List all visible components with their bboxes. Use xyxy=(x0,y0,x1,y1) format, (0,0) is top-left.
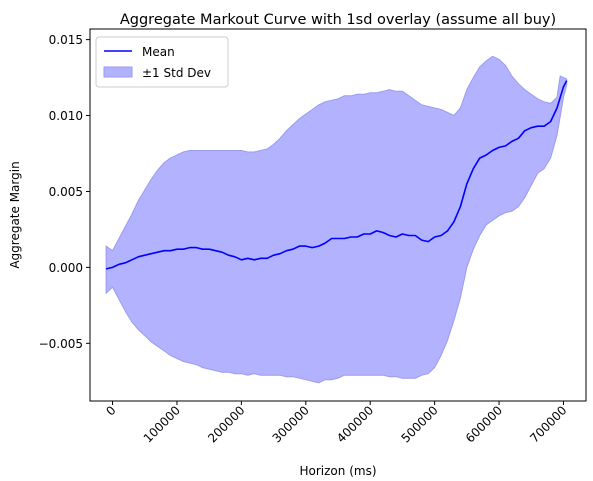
legend: Mean ±1 Std Dev xyxy=(95,36,229,88)
chart-title: Aggregate Markout Curve with 1sd overlay… xyxy=(120,12,556,28)
std-dev-band-layer xyxy=(105,55,568,384)
mean-line-layer xyxy=(105,80,568,270)
y-tick-label: 0.000 xyxy=(49,261,83,275)
y-tick-label: 0.005 xyxy=(49,185,83,199)
plot-frame xyxy=(89,28,587,402)
mean-line xyxy=(105,80,568,270)
y-axis-label: Aggregate Margin xyxy=(8,161,22,268)
x-tick-label: 200000 xyxy=(205,403,247,445)
x-axis-label: Horizon (ms) xyxy=(300,464,377,478)
y-tick-label: 0.010 xyxy=(49,109,83,123)
x-tick-label: 100000 xyxy=(141,403,183,445)
x-tick-label: 400000 xyxy=(334,403,376,445)
x-tick-label: 700000 xyxy=(527,403,569,445)
y-tick-label: 0.015 xyxy=(49,33,83,47)
x-axis: 0 100000 200000 300000 400000 500000 600000 700… xyxy=(103,401,570,446)
std-dev-band xyxy=(105,55,568,384)
y-tick-label: −0.005 xyxy=(39,337,83,351)
x-tick-label: 0 xyxy=(103,403,118,418)
legend-band-swatch xyxy=(103,66,133,78)
legend-mean-label: Mean xyxy=(142,45,175,59)
x-tick-label: 600000 xyxy=(463,403,505,445)
x-tick-label: 300000 xyxy=(270,403,312,445)
x-tick-label: 500000 xyxy=(398,403,440,445)
legend-band-label: ±1 Std Dev xyxy=(142,66,211,80)
y-axis: −0.005 0.000 0.005 0.010 0.015 xyxy=(39,33,90,351)
